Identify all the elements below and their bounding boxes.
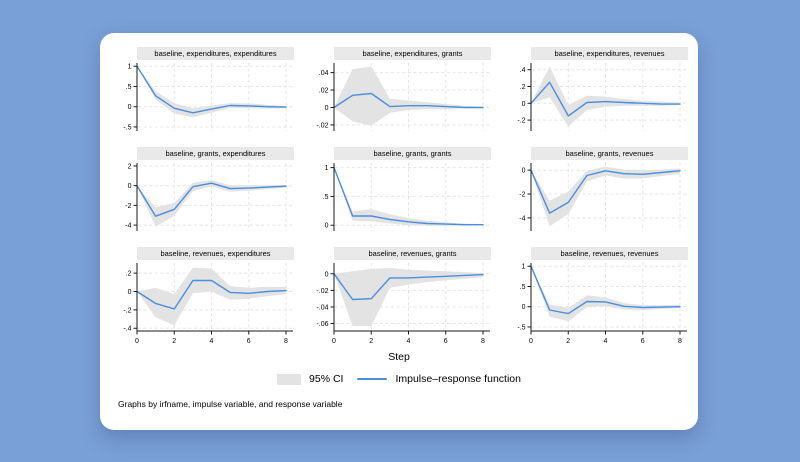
svg-text:0: 0 (128, 289, 132, 296)
irf-panel: baseline, grants, revenues 0 -2 -4 (504, 147, 688, 234)
panel-title: baseline, expenditures, expenditures (137, 47, 294, 60)
svg-text:.4: .4 (520, 67, 526, 74)
irf-plot: 1 .5 0 -.5 0 2 4 6 8 (517, 263, 687, 345)
svg-text:2: 2 (172, 338, 176, 345)
irf-panel: baseline, revenues, revenues 1 .5 0 -.5 0 2 4 6 8 (504, 247, 688, 346)
irf-panel: baseline, grants, expenditures 2 0 -2 -4 (110, 147, 294, 234)
legend: 95% CI Impulse–response function (110, 371, 688, 387)
irf-panel: baseline, revenues, grants 0 -.02 -.04 -.06 0… (307, 247, 491, 346)
legend-irf-entry: Impulse–response function (357, 373, 521, 385)
svg-text:-.06: -.06 (316, 321, 328, 328)
x-axis-title: Step (388, 351, 410, 363)
svg-text:0: 0 (128, 183, 132, 190)
irf-plot: 1.50 (323, 163, 490, 231)
panel-title: baseline, grants, expenditures (137, 147, 294, 160)
irf-graph-card: baseline, expenditures, expenditures 1.5 0… (100, 33, 698, 430)
svg-text:0: 0 (522, 101, 526, 108)
svg-text:.5: .5 (520, 284, 526, 291)
svg-text:.5: .5 (323, 194, 329, 201)
svg-text:-4: -4 (519, 215, 525, 222)
svg-text:0: 0 (522, 304, 526, 311)
svg-text:6: 6 (641, 338, 645, 345)
graphs-by-note: Graphs by irfname, impulse variable, and… (118, 399, 343, 409)
svg-text:-.5: -.5 (517, 324, 525, 331)
svg-text:-.5: -.5 (123, 124, 131, 131)
svg-text:0: 0 (529, 338, 533, 345)
svg-text:8: 8 (284, 338, 288, 345)
svg-text:-.04: -.04 (316, 304, 328, 311)
svg-text:2: 2 (566, 338, 570, 345)
svg-text:0: 0 (325, 105, 329, 112)
irf-plot: 2 0 -2 -4 (125, 163, 293, 231)
ci-label: 95% CI (309, 373, 344, 385)
svg-text:0: 0 (325, 223, 329, 230)
svg-text:-.02: -.02 (316, 288, 328, 295)
irf-plot: 1 .5 0 -.5 (123, 63, 293, 131)
panel-title: baseline, revenues, grants (334, 247, 491, 260)
svg-text:0: 0 (325, 271, 329, 278)
panel-title: baseline, revenues, expenditures (137, 247, 294, 260)
irf-panel: baseline, expenditures, expenditures 1 .5 0… (110, 47, 294, 134)
irf-plot: 0 -.02 -.04 -.06 0 2 4 6 8 (316, 263, 490, 345)
svg-text:-.2: -.2 (123, 307, 131, 314)
svg-text:4: 4 (210, 338, 214, 345)
svg-text:0: 0 (128, 104, 132, 111)
irf-label: Impulse–response function (395, 373, 521, 385)
svg-text:-2: -2 (125, 203, 131, 210)
panel-title: baseline, expenditures, revenues (531, 47, 688, 60)
svg-text:.04: .04 (319, 70, 329, 77)
svg-text:4: 4 (604, 338, 608, 345)
irf-plot: .04 .02 0 -.02 (316, 63, 490, 131)
panel-title: baseline, expenditures, grants (334, 47, 491, 60)
irf-panel: baseline, grants, grants 1.5 0 (307, 147, 491, 234)
irf-panel: baseline, revenues, expenditures .2 0 -.2 -.… (110, 247, 294, 346)
svg-text:-.4: -.4 (123, 326, 131, 333)
panel-title: baseline, grants, grants (334, 147, 491, 160)
irf-panel-grid: baseline, expenditures, expenditures 1.5 0… (110, 47, 688, 346)
svg-text:0: 0 (332, 338, 336, 345)
svg-text:.5: .5 (126, 84, 132, 91)
ci-swatch (277, 373, 302, 385)
svg-text:1: 1 (522, 264, 526, 271)
svg-text:1: 1 (128, 64, 132, 71)
legend-ci-entry: 95% CI (277, 373, 343, 385)
svg-text:.2: .2 (520, 84, 526, 91)
svg-text:.2: .2 (126, 271, 132, 278)
svg-text:-4: -4 (125, 223, 131, 230)
svg-text:8: 8 (481, 338, 485, 345)
irf-plot: 0 -2 -4 (519, 163, 687, 231)
irf-plot: .4 .2 0 -.2 (517, 63, 687, 131)
svg-text:2: 2 (128, 163, 132, 170)
irf-panel: baseline, expenditures, grants .04 .02 0 -.0… (307, 47, 491, 134)
svg-text:-.2: -.2 (517, 118, 525, 125)
svg-text:4: 4 (407, 338, 411, 345)
svg-text:0: 0 (522, 168, 526, 175)
panel-title: baseline, grants, revenues (531, 147, 688, 160)
svg-text:-2: -2 (519, 192, 525, 199)
irf-panel: baseline, expenditures, revenues .4 .2 0 -.2 (504, 47, 688, 134)
irf-line-sample (357, 378, 388, 380)
svg-text:0: 0 (135, 338, 139, 345)
panel-title: baseline, revenues, revenues (531, 247, 688, 260)
svg-text:1: 1 (325, 165, 329, 172)
svg-text:8: 8 (678, 338, 682, 345)
svg-text:6: 6 (247, 338, 251, 345)
svg-text:-.02: -.02 (316, 122, 328, 129)
svg-text:6: 6 (444, 338, 448, 345)
irf-plot: .2 0 -.2 -.4 0 2 4 6 8 (123, 263, 293, 345)
svg-text:2: 2 (369, 338, 373, 345)
svg-text:.02: .02 (319, 88, 329, 95)
